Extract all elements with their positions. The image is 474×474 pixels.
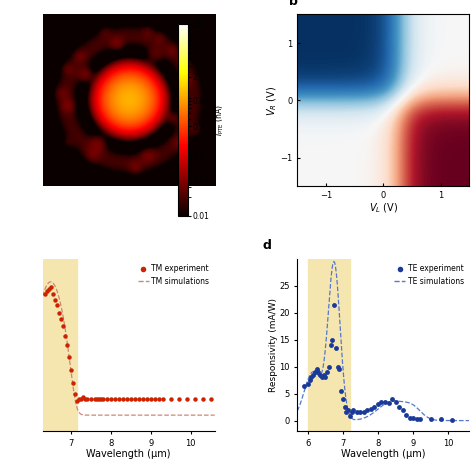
Bar — [43, 259, 77, 431]
X-axis label: $V_L$ (V): $V_L$ (V) — [369, 201, 398, 215]
Y-axis label: Responsivity (mA/W): Responsivity (mA/W) — [269, 298, 278, 392]
Text: d: d — [263, 239, 272, 252]
Text: b: b — [289, 0, 298, 8]
Legend: TE experiment, TE simulations: TE experiment, TE simulations — [392, 263, 465, 288]
X-axis label: Wavelength (μm): Wavelength (μm) — [341, 449, 426, 459]
Y-axis label: $I_{\rm PTE}$ (nA): $I_{\rm PTE}$ (nA) — [213, 104, 226, 136]
Y-axis label: $V_R$ (V): $V_R$ (V) — [265, 85, 279, 116]
Bar — [308, 259, 350, 431]
Legend: TM experiment, TM simulations: TM experiment, TM simulations — [136, 263, 211, 288]
X-axis label: Wavelength (μm): Wavelength (μm) — [86, 449, 171, 459]
